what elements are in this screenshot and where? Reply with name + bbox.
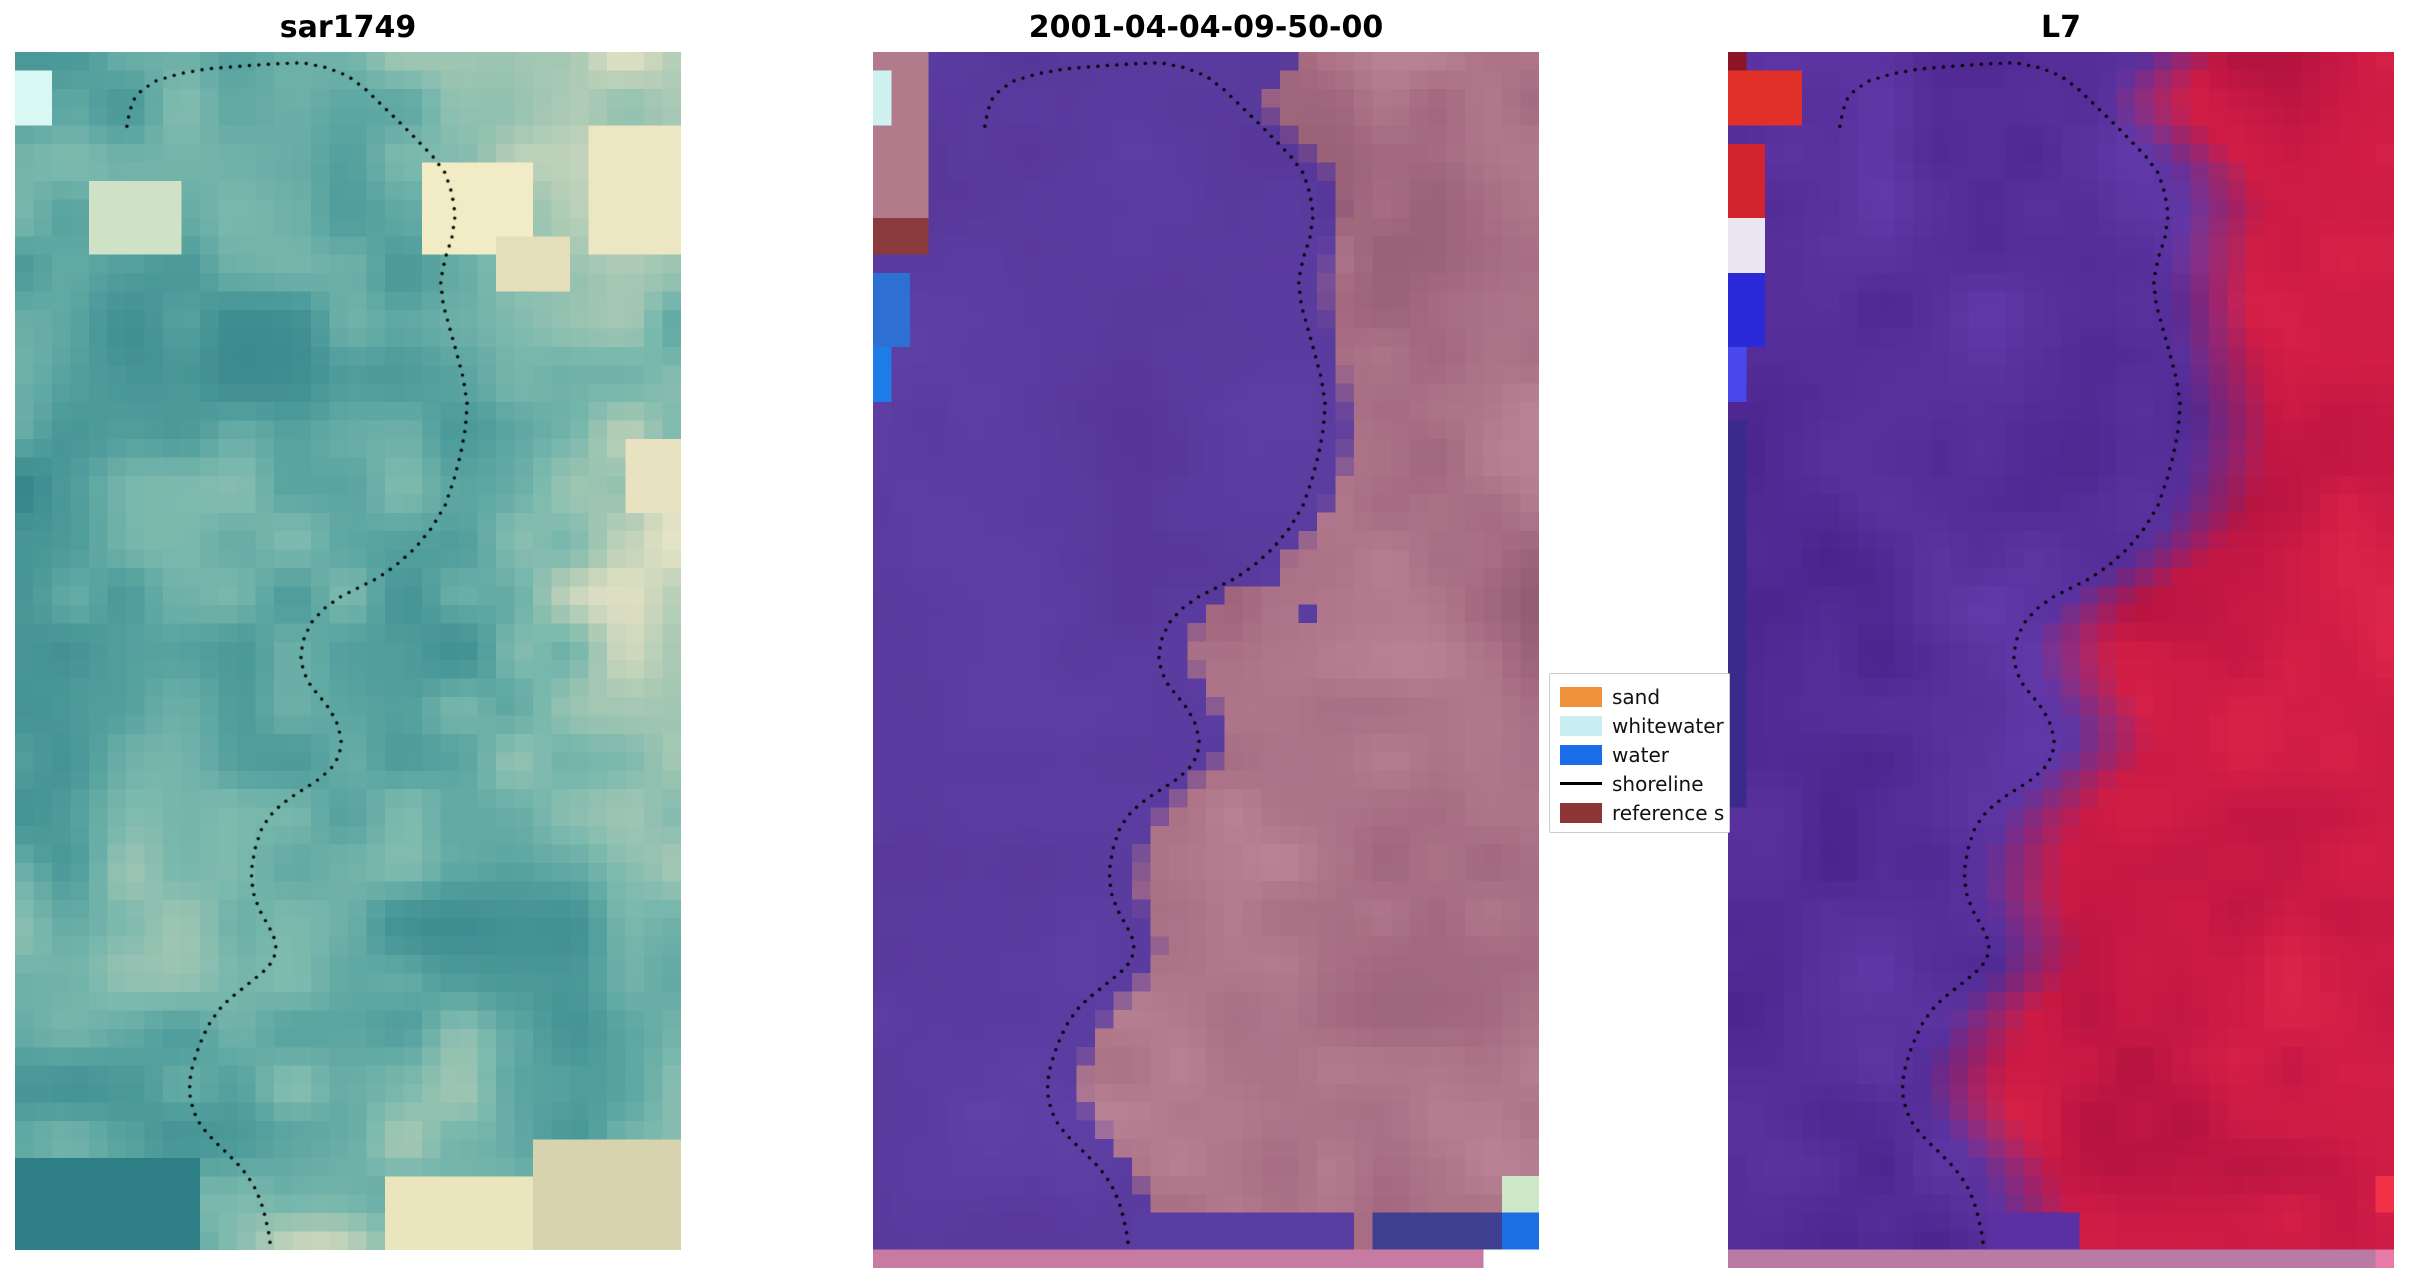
panel-sar1749: sar1749	[15, 10, 681, 1250]
panel-title-sar1749: sar1749	[279, 10, 417, 45]
legend-item-water: water	[1560, 740, 1729, 769]
sand-swatch	[1560, 686, 1602, 707]
reference-swatch	[1560, 802, 1602, 823]
panel-title-l7: L7	[2041, 10, 2081, 45]
legend-item-sand: sand	[1560, 682, 1729, 711]
water-swatch	[1560, 744, 1602, 765]
legend-item-reference: reference s	[1560, 798, 1729, 827]
panel-l7: L7	[1728, 10, 2394, 1268]
whitewater-swatch	[1560, 715, 1602, 736]
panel-classified: 2001-04-04-09-50-00	[873, 10, 1539, 1268]
legend-label-sand: sand	[1612, 684, 1661, 709]
classified-shoreline-overlay	[873, 52, 1539, 1268]
shoreline-line-swatch	[1560, 782, 1602, 785]
legend-label-water: water	[1612, 742, 1669, 767]
legend-item-whitewater: whitewater	[1560, 711, 1729, 740]
sar1749-shoreline-overlay	[15, 52, 681, 1250]
legend: sand whitewater water shoreline referenc…	[1549, 673, 1730, 833]
legend-label-whitewater: whitewater	[1612, 713, 1724, 738]
l7-shoreline-overlay	[1728, 52, 2394, 1268]
legend-label-shoreline: shoreline	[1612, 771, 1704, 796]
legend-item-shoreline: shoreline	[1560, 769, 1729, 798]
legend-label-reference: reference s	[1612, 800, 1725, 825]
panel-title-classified: 2001-04-04-09-50-00	[1028, 10, 1384, 45]
